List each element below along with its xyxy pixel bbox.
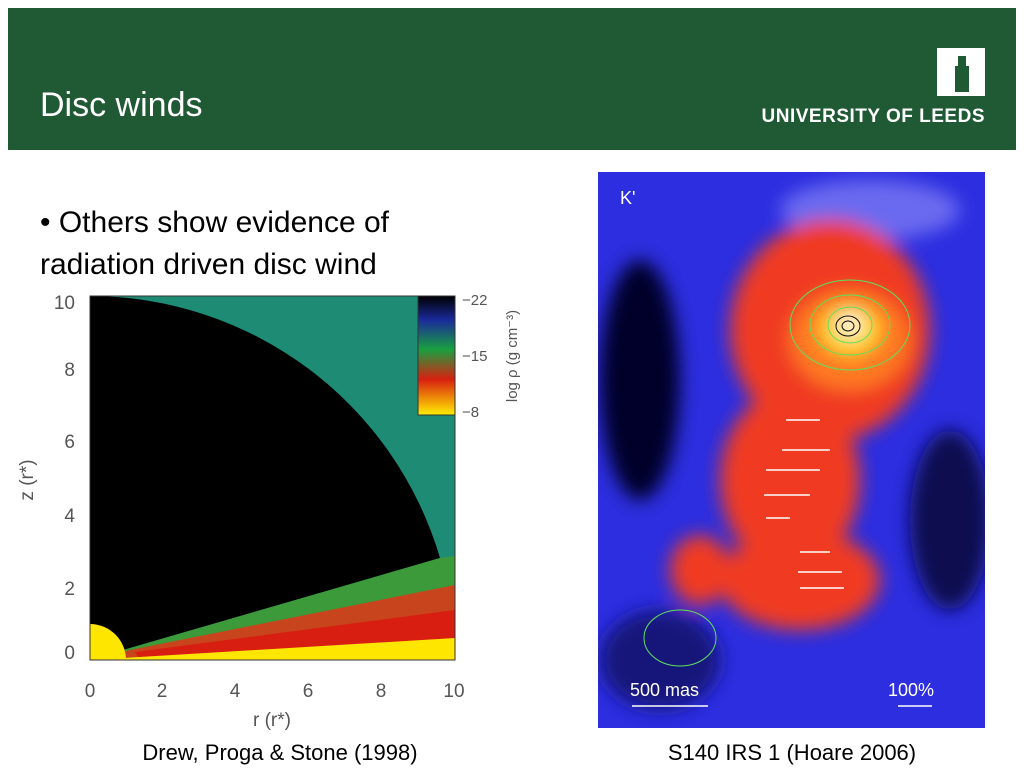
x-tick-label: 0 [85,681,96,702]
bullet-line: radiation driven disc wind [40,248,377,281]
bullet-line: • Others show evidence of [40,206,390,239]
x-tick-label: 4 [230,681,241,702]
colorbar-label: −8 [462,404,479,421]
y-tick-label: 2 [64,579,75,600]
x-tick-label: 2 [157,681,168,702]
y-tick-label: 0 [64,643,75,664]
contour-label: 100% [888,680,934,700]
x-tick-label: 6 [303,681,314,702]
infrared-image [598,172,985,728]
y-tick-label: 10 [54,293,75,314]
y-tick-label: 6 [64,432,75,453]
logo-text: UNIVERSITY OF LEEDS [762,106,985,127]
x-axis-label: r (r*) [253,710,291,731]
header-band [8,8,1016,150]
simulation-plot [89,295,456,661]
colorbar-label: −22 [462,292,487,309]
y-axis-label: z (r*) [17,459,38,500]
slide-title: Disc winds [40,86,202,124]
band-label: K' [620,188,635,208]
logo-icon [937,48,985,96]
colorbar-label: −15 [462,348,487,365]
caption: S140 IRS 1 (Hoare 2006) [668,740,916,765]
x-tick-label: 10 [443,681,464,702]
y-tick-label: 4 [64,506,75,527]
x-tick-label: 8 [376,681,387,702]
caption: Drew, Proga & Stone (1998) [142,740,417,765]
y-tick-label: 8 [64,360,75,381]
colorbar-title: log ρ (g cm⁻³) [504,310,521,402]
scale-label: 500 mas [630,680,699,700]
